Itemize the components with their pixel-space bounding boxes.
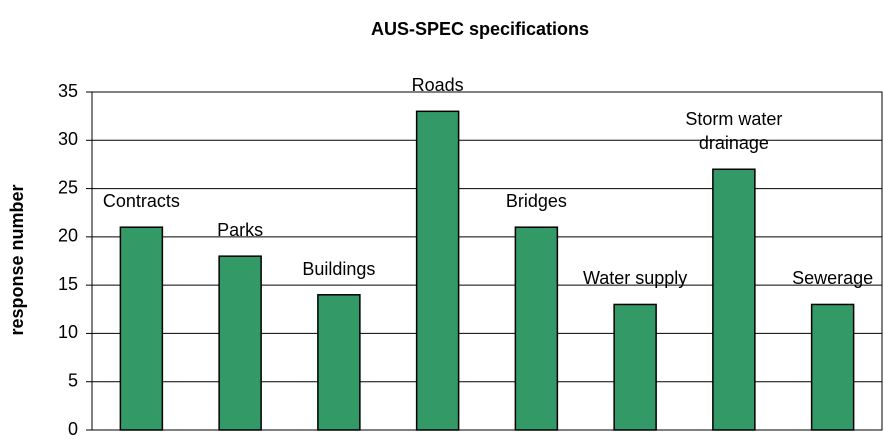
bar xyxy=(613,303,657,431)
category-label: Roads xyxy=(411,75,464,96)
category-label: Sewerage xyxy=(792,268,874,289)
category-label: Parks xyxy=(217,220,264,241)
bar xyxy=(712,168,756,431)
bar xyxy=(119,226,164,431)
y-tick-label: 25 xyxy=(58,177,78,197)
bar xyxy=(810,303,855,431)
y-tick-label: 15 xyxy=(58,274,78,294)
category-label: Bridges xyxy=(505,191,567,212)
category-label: Water supply xyxy=(582,268,688,289)
chart-title: AUS-SPEC specifications xyxy=(371,19,589,39)
category-label: Buildings xyxy=(302,258,376,279)
bar xyxy=(415,110,460,431)
bar xyxy=(218,255,262,431)
y-tick-label: 20 xyxy=(58,226,78,246)
bar xyxy=(514,226,559,431)
y-tick-label: 10 xyxy=(58,322,78,342)
bar xyxy=(317,294,361,431)
plot-border xyxy=(91,91,883,431)
y-tick-label: 0 xyxy=(68,419,78,439)
category-label: Storm water drainage xyxy=(685,109,783,154)
y-tick-label: 35 xyxy=(58,81,78,101)
y-tick-label: 5 xyxy=(68,370,78,390)
y-tick-label: 30 xyxy=(58,129,78,149)
category-label: Contracts xyxy=(102,191,180,212)
y-axis-label: response number xyxy=(7,184,27,335)
